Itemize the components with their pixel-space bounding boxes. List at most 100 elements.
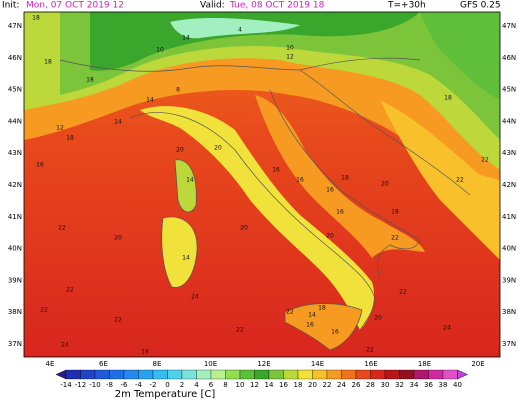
colorbar-triangle	[55, 369, 67, 380]
colorbar-tick-label: -12	[75, 381, 86, 389]
colorbar-tick-label: 8	[223, 381, 227, 389]
colorbar-title: 2m Temperature [C]	[115, 389, 216, 400]
colorbar-cell	[268, 369, 284, 380]
colorbar-cell	[341, 369, 357, 380]
station-value: 10	[286, 45, 294, 52]
lon-label: 16E	[364, 360, 377, 368]
lat-label-right: 45N	[502, 86, 516, 94]
station-value: 14	[186, 177, 194, 184]
colorbar-cell	[399, 369, 415, 380]
station-value: 18	[86, 77, 94, 84]
station-value: 20	[240, 225, 248, 232]
station-value: 14	[182, 255, 190, 262]
colorbar-cell	[167, 369, 183, 380]
colorbar-cell	[210, 369, 226, 380]
colorbar-tick-label: 34	[410, 381, 419, 389]
station-value: 16	[306, 322, 314, 329]
lat-label-right: 47N	[502, 22, 516, 30]
colorbar-tick-label: 26	[352, 381, 361, 389]
colorbar-cell	[428, 369, 444, 380]
colorbar-cell	[283, 369, 299, 380]
lon-label: 18E	[418, 360, 431, 368]
colorbar-cell	[94, 369, 110, 380]
lat-label-right: 43N	[502, 149, 516, 157]
station-value: 18	[318, 305, 326, 312]
colorbar-cell	[152, 369, 168, 380]
station-value: 22	[366, 347, 374, 354]
station-value: 24	[61, 342, 69, 349]
lat-label-right: 42N	[502, 181, 516, 189]
colorbar-tick-label: -14	[60, 381, 72, 389]
station-value: 20	[176, 147, 184, 154]
lat-label: 39N	[8, 276, 22, 284]
station-value: 14	[114, 119, 122, 126]
header: Init: Mon, 07 OCT 2019 12 Valid: Tue, 08…	[2, 1, 501, 11]
station-value: 24	[191, 294, 199, 301]
station-value: 16	[296, 177, 304, 184]
init-value: Mon, 07 OCT 2019 12	[26, 1, 124, 11]
lat-label: 40N	[8, 245, 22, 253]
lat-label: 41N	[8, 213, 22, 221]
station-value: 22	[114, 317, 122, 324]
station-value: 16	[326, 187, 334, 194]
station-value: 10	[156, 47, 164, 54]
valid-label: Valid:	[200, 1, 225, 11]
station-value: 16	[336, 209, 344, 216]
station-value: 22	[58, 225, 66, 232]
station-value: 20	[374, 315, 382, 322]
colorbar-cell	[384, 369, 400, 380]
lon-label: 14E	[311, 360, 324, 368]
lat-label-right: 38N	[502, 308, 516, 316]
station-value: 22	[481, 157, 489, 164]
station-value: 14	[146, 97, 154, 104]
colorbar-tick-label: -8	[106, 381, 113, 389]
colorbar-cell	[196, 369, 212, 380]
station-value: 12	[286, 54, 294, 61]
lat-label: 42N	[8, 181, 22, 189]
station-value: 4	[238, 27, 242, 34]
station-value: 22	[456, 177, 464, 184]
colorbar-tick-label: 28	[366, 381, 375, 389]
station-value: 16	[36, 162, 44, 169]
colorbar-tick-label: -4	[135, 381, 143, 389]
colorbar-tick-label: 4	[194, 381, 199, 389]
lat-label: 46N	[8, 54, 22, 62]
colorbar-tick-label: 20	[308, 381, 317, 389]
lat-label-right: 41N	[502, 213, 516, 221]
station-value: 14	[308, 312, 316, 319]
station-value: 18	[341, 175, 349, 182]
lon-label: 8E	[153, 360, 162, 368]
lat-label: 38N	[8, 308, 22, 316]
colorbar-triangle	[457, 369, 468, 380]
station-value: 18	[32, 15, 40, 22]
colorbar-cell	[326, 369, 342, 380]
station-value: 24	[443, 325, 451, 332]
station-value: 18	[66, 135, 74, 142]
lat-label: 37N	[8, 340, 22, 348]
axes: 4E 6E 8E 10E 12E 14E 16E 18E 20E 47N 47N 46N 46N 45N 4…	[8, 22, 516, 368]
colorbar-tick-label: 0	[165, 381, 169, 389]
colorbar-tick-label: 10	[236, 381, 245, 389]
lon-label: 4E	[46, 360, 55, 368]
station-value: 20	[214, 145, 222, 152]
lat-label: 44N	[8, 117, 22, 125]
station-value: 14	[182, 35, 190, 42]
colorbar-cell	[138, 369, 154, 380]
colorbar-tick-label: 22	[323, 381, 332, 389]
colorbar-tick-label: 40	[453, 381, 462, 389]
colorbar-cell	[123, 369, 139, 380]
station-value: 22	[236, 327, 244, 334]
colorbar-cell	[413, 369, 429, 380]
lead-time: T=+30h	[387, 1, 426, 11]
colorbar-tick-label: 6	[209, 381, 214, 389]
station-value: 8	[176, 87, 180, 94]
colorbar-cell	[80, 369, 96, 380]
colorbar-tick-label: 32	[395, 381, 404, 389]
colorbar-tick-label: 24	[337, 381, 346, 389]
colorbar-cell	[355, 369, 371, 380]
init-label: Init:	[2, 1, 19, 11]
station-value: 18	[444, 95, 452, 102]
station-value: 16	[331, 329, 339, 336]
station-value: 22	[286, 309, 294, 316]
